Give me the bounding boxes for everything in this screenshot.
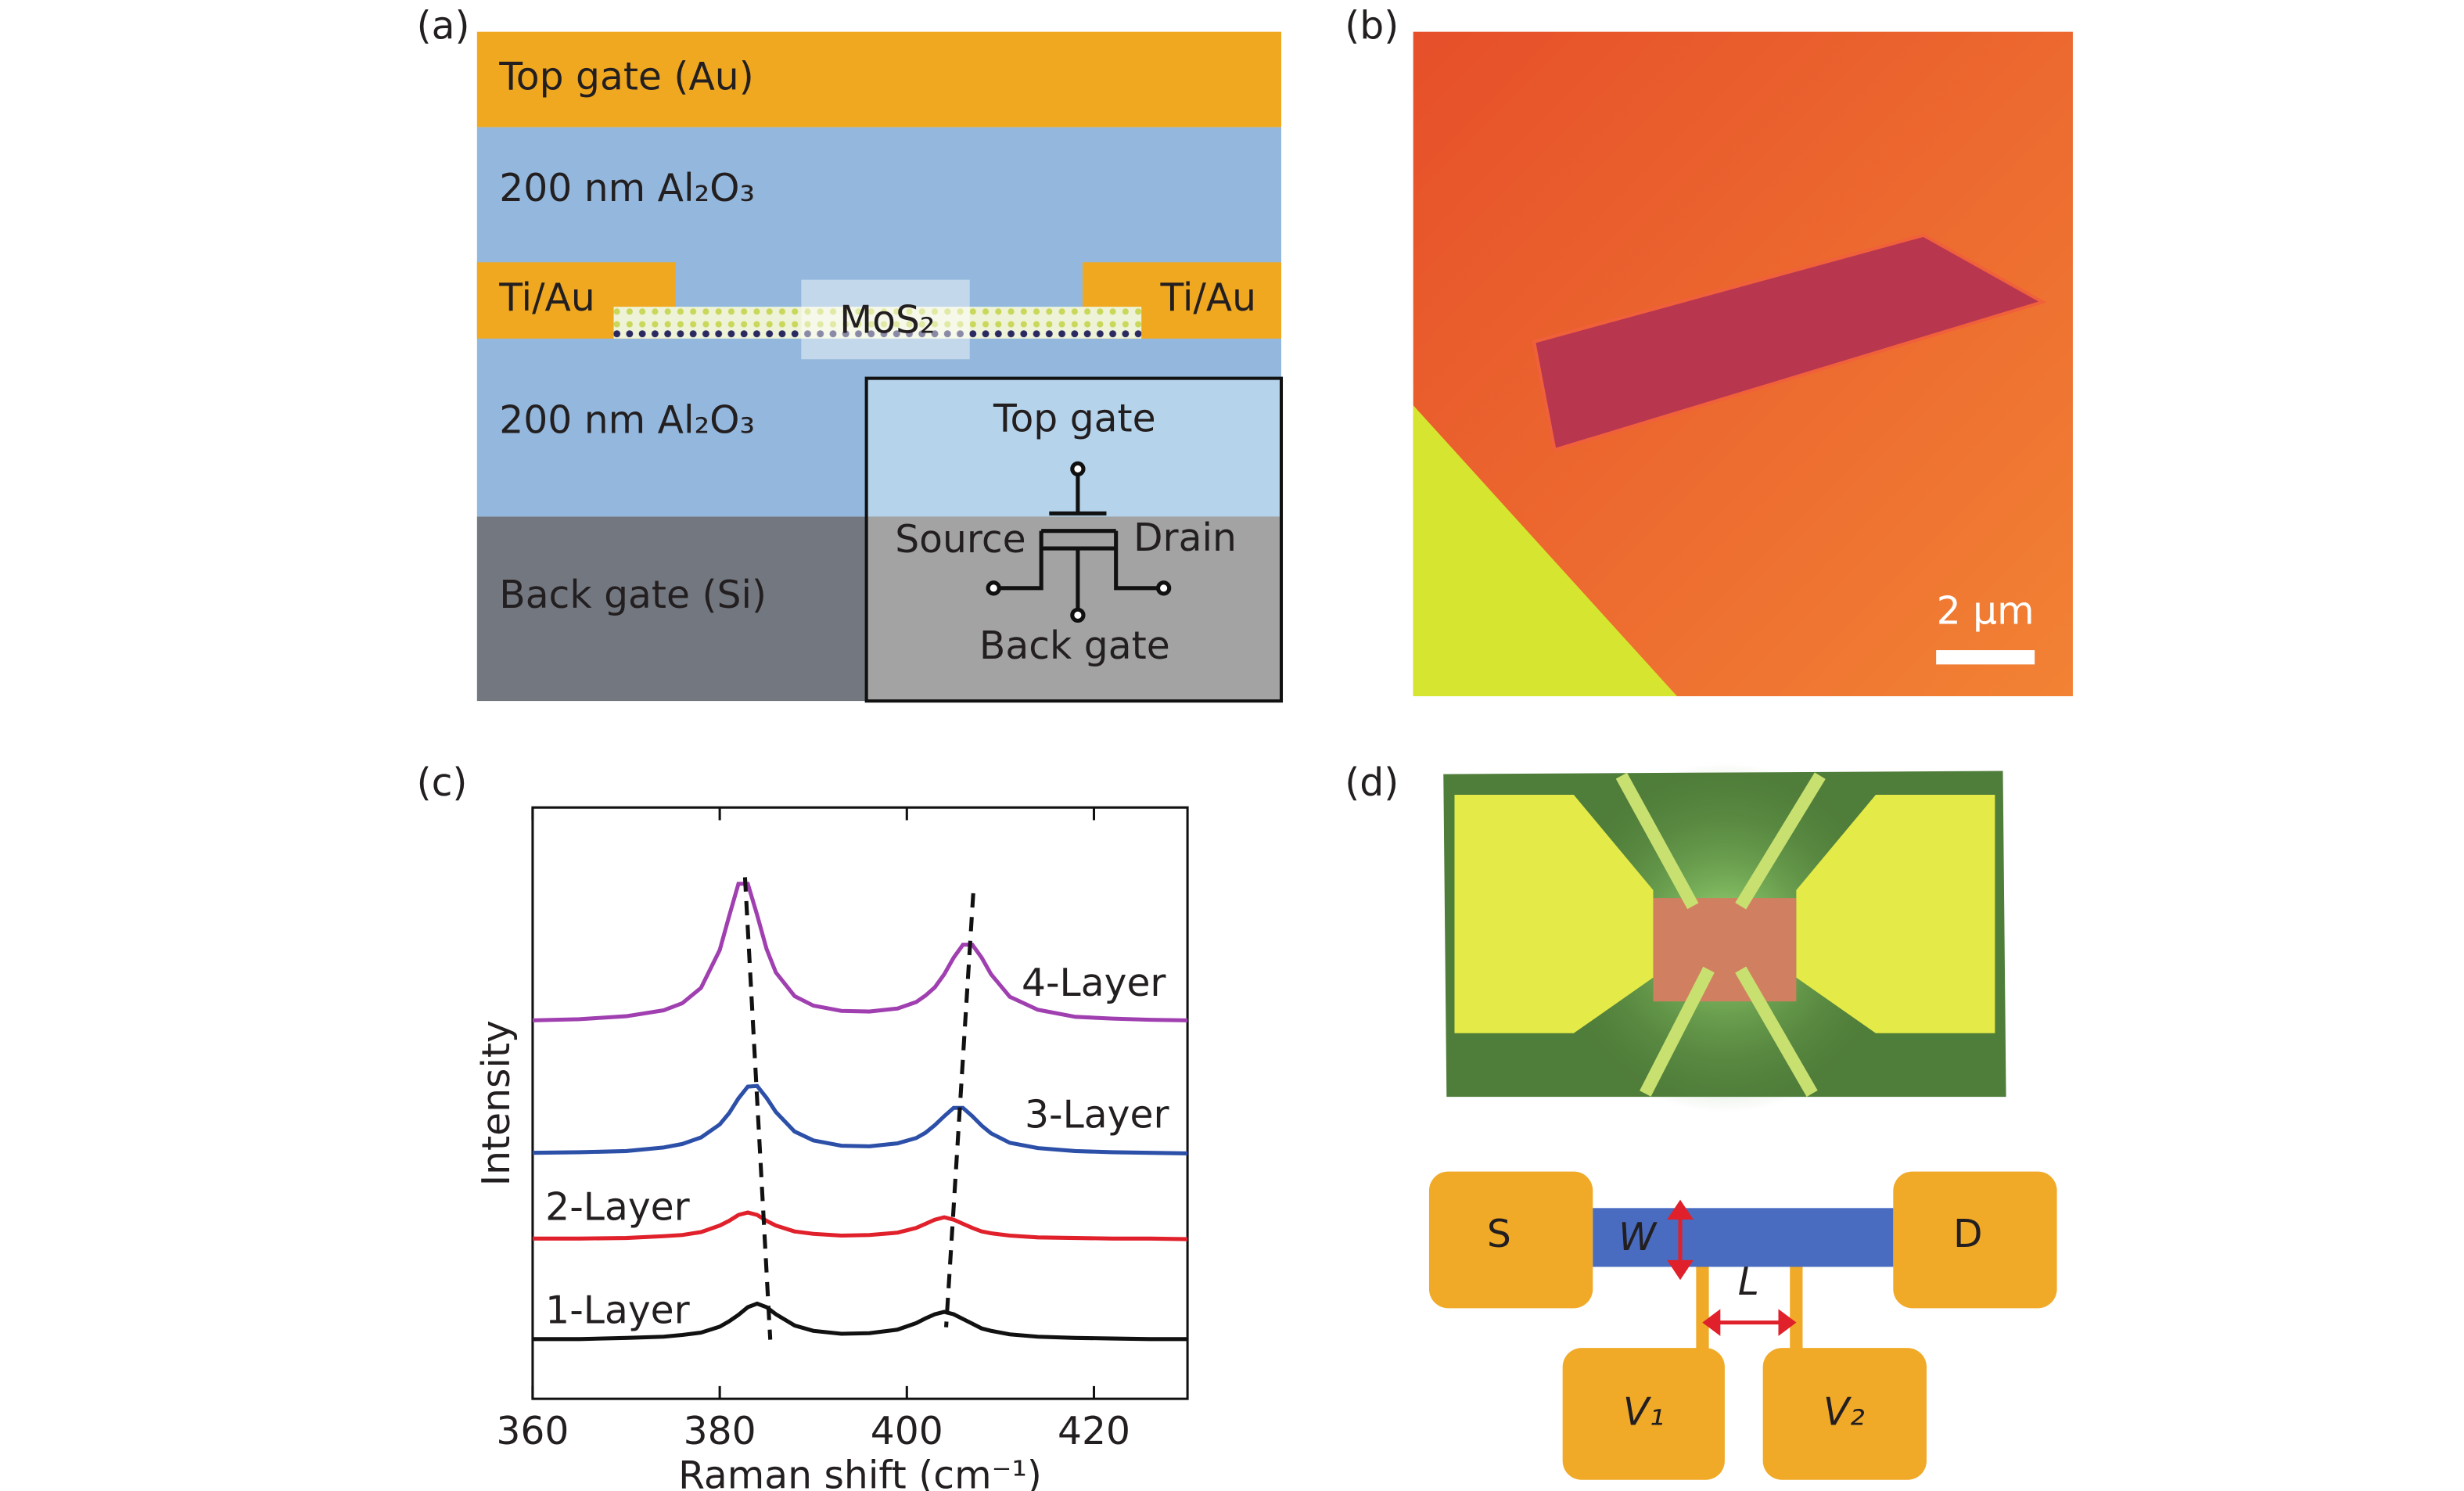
series-label: 4-Layer <box>1022 961 1166 1005</box>
pad-label: S <box>1487 1213 1511 1256</box>
dimension-arrows <box>1667 1199 1797 1336</box>
scale-label: 2 µm <box>1937 589 2035 633</box>
x-tick-label: 380 <box>684 1410 756 1453</box>
series-label: 1-Layer <box>545 1288 690 1332</box>
pad <box>1428 1171 1593 1309</box>
inset-frame <box>864 376 1284 703</box>
channel <box>1593 1208 1894 1267</box>
spectrum <box>532 882 1188 1022</box>
inset-label: Back gate <box>979 624 1170 668</box>
layer-label: 200 nm Al₂O₃ <box>499 167 755 210</box>
spectrum <box>532 1301 1188 1342</box>
x-tick-label: 360 <box>496 1410 569 1453</box>
pad <box>1454 794 1654 1033</box>
scale-bar <box>1936 650 2035 665</box>
layer-label: Ti/Au <box>498 276 595 320</box>
layer-label: 200 nm Al₂O₃ <box>499 399 755 443</box>
panel-label: (d) <box>1345 761 1399 805</box>
pad-label: V₁ <box>1623 1390 1665 1434</box>
inset-label: Drain <box>1133 516 1237 560</box>
flake <box>1532 233 2047 452</box>
layer-label: Ti/Au <box>1160 276 1257 320</box>
dimension-label: W <box>1618 1216 1658 1259</box>
inset-label: Top gate <box>993 397 1156 440</box>
inset-top <box>866 378 1281 517</box>
x-axis-label: Raman shift (cm⁻¹) <box>678 1454 1042 1491</box>
series-label: 3-Layer <box>1025 1093 1169 1137</box>
pad <box>1796 794 1995 1033</box>
x-tick-label: 400 <box>871 1410 943 1453</box>
lead <box>1790 1263 1803 1360</box>
leads <box>1615 772 1826 1098</box>
peak-guide <box>944 893 975 1328</box>
layer-label: MoS₂ <box>839 298 935 342</box>
pad-label: D <box>1953 1213 1983 1256</box>
layer-label: Back gate (Si) <box>499 573 767 617</box>
plot-frame <box>531 806 1189 1400</box>
transistor-symbol <box>986 461 1172 623</box>
panel-label: (b) <box>1345 5 1399 49</box>
lead <box>1696 1263 1709 1360</box>
peak-guide <box>742 877 773 1340</box>
spectrum <box>532 1210 1188 1241</box>
pad <box>1562 1348 1725 1480</box>
top-gate-layer <box>476 31 1281 128</box>
panel-d: (d) S D W L V₁ V₂ <box>1345 761 2057 1480</box>
y-axis-label: Intensity <box>475 1020 519 1186</box>
panel-b: (b) 2 µm <box>1345 5 2073 697</box>
pad-label: V₂ <box>1823 1390 1865 1434</box>
pad <box>1762 1348 1927 1480</box>
substrate-edge <box>1413 405 1677 697</box>
panel-c: (c) Raman shift (cm⁻¹) Intensity 360 380 4… <box>417 761 1189 1491</box>
panel-label: (c) <box>417 761 468 805</box>
flake <box>1653 898 1797 1002</box>
channel-highlight <box>801 279 970 360</box>
layer-label: Top gate (Au) <box>498 56 753 99</box>
x-tick-label: 420 <box>1058 1410 1130 1453</box>
mos2-layer <box>613 307 1142 339</box>
dimension-label: L <box>1738 1260 1759 1304</box>
inset-label: Source <box>895 518 1025 562</box>
panel-a: (a) Top gate (Au) 200 nm Al₂O₃ Ti/Au Ti/… <box>417 5 1284 703</box>
series-label: 2-Layer <box>545 1185 690 1229</box>
spectrum <box>532 1083 1188 1155</box>
pad <box>1893 1171 2057 1309</box>
panel-label: (a) <box>417 5 470 49</box>
